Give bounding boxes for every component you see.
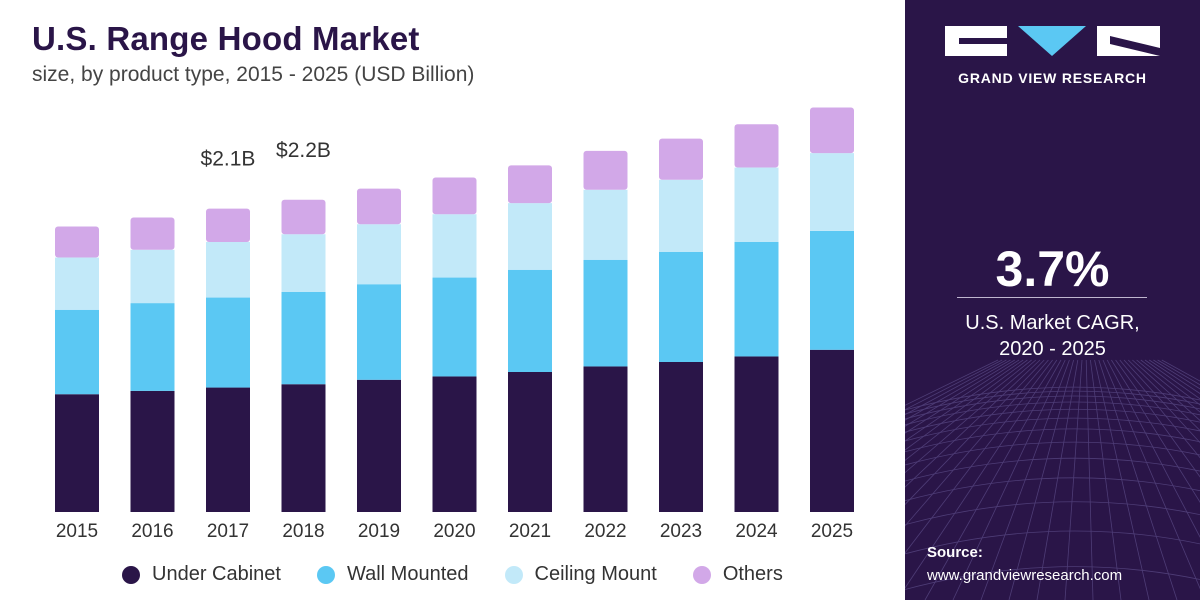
bar-under-cabinet-2020 (432, 376, 477, 512)
bar-ceiling-mount-2016 (130, 249, 175, 304)
cagr-label: U.S. Market CAGR, 2020 - 2025 (905, 310, 1200, 362)
bar-wall-mounted-2024 (734, 242, 779, 357)
bar-under-cabinet-2017 (206, 387, 250, 512)
bar-under-cabinet-2024 (734, 356, 779, 512)
legend-swatch-others (692, 565, 711, 584)
cagr-label-line1: U.S. Market CAGR, (965, 312, 1140, 334)
bar-under-cabinet-2016 (130, 390, 175, 512)
brand-name: GRAND VIEW RESEARCH (958, 70, 1147, 86)
bar-ceiling-mount-2019 (357, 224, 401, 285)
bar-ceiling-mount-2025 (810, 153, 854, 231)
bar-wall-mounted-2019 (357, 284, 401, 380)
bar-others-2016 (130, 217, 175, 250)
bar-wall-mounted-2015 (55, 309, 99, 395)
legend-swatch-under-cabinet (122, 565, 140, 584)
bar-wall-mounted-2016 (130, 303, 175, 391)
legend-item-under-cabinet: Under Cabinet (122, 563, 281, 586)
cagr-label-line2: 2020 - 2025 (999, 338, 1106, 360)
bar-ceiling-mount-2023 (659, 179, 703, 252)
bar-ceiling-mount-2022 (583, 189, 628, 260)
grid-lines (905, 359, 1200, 600)
legend-swatch-ceiling-mount (504, 565, 523, 584)
bar-wall-mounted-2025 (810, 230, 854, 350)
chart-subtitle: size, by product type, 2015 - 2025 (USD … (32, 63, 475, 86)
legend-item-wall-mounted: Wall Mounted (316, 563, 469, 586)
bar-others-2024 (734, 124, 779, 168)
legend-item-ceiling-mount: Ceiling Mount (504, 563, 657, 586)
data-label-2018: $2.2B (276, 139, 331, 162)
bar-ceiling-mount-2024 (734, 167, 779, 242)
x-tick-label-2024: 2024 (735, 521, 778, 542)
bar-ceiling-mount-2018 (281, 234, 326, 292)
side-panel: GRAND VIEW RESEARCH 3.7% U.S. Market CAG… (905, 0, 1200, 600)
bar-ceiling-mount-2017 (206, 242, 250, 298)
legend-label-wall-mounted: Wall Mounted (346, 563, 469, 585)
chart-title: U.S. Range Hood Market (32, 20, 420, 57)
bar-under-cabinet-2025 (810, 349, 854, 512)
x-tick-label-2016: 2016 (131, 521, 173, 542)
x-tick-label-2023: 2023 (660, 521, 702, 542)
bar-under-cabinet-2022 (583, 366, 628, 512)
bar-others-2015 (55, 226, 99, 258)
source-url[interactable]: www.grandviewresearch.com (927, 567, 1123, 584)
bar-under-cabinet-2019 (357, 379, 401, 512)
bar-under-cabinet-2018 (281, 384, 326, 512)
x-tick-label-2022: 2022 (584, 521, 626, 542)
x-tick-label-2020: 2020 (433, 521, 475, 542)
bar-others-2021 (508, 165, 552, 204)
bar-ceiling-mount-2021 (508, 203, 552, 270)
bar-under-cabinet-2015 (55, 394, 99, 512)
bar-others-2025 (810, 107, 854, 154)
bar-wall-mounted-2018 (281, 292, 326, 385)
bar-ceiling-mount-2020 (432, 214, 477, 278)
data-label-2017: $2.1B (201, 148, 256, 171)
bar-others-2022 (583, 150, 628, 190)
chart-area: U.S. Range Hood Market size, by product … (32, 20, 854, 586)
bar-wall-mounted-2020 (432, 277, 477, 377)
x-tick-label-2015: 2015 (56, 521, 98, 542)
bar-wall-mounted-2017 (206, 297, 250, 388)
legend-label-others: Others (722, 563, 783, 585)
chart-legend: Under Cabinet Wall Mounted Ceiling Mount Ot… (122, 563, 819, 586)
legend-swatch-wall-mounted (316, 565, 335, 584)
x-tick-label-2019: 2019 (358, 521, 400, 542)
x-tick-label-2025: 2025 (811, 521, 853, 542)
bar-under-cabinet-2021 (508, 372, 552, 512)
legend-label-ceiling-mount: Ceiling Mount (534, 563, 657, 585)
bar-others-2020 (432, 177, 477, 215)
bar-others-2019 (357, 188, 401, 225)
wireframe-grid-decoration (905, 359, 1200, 600)
bar-wall-mounted-2023 (659, 252, 703, 362)
legend-item-others: Others (692, 563, 783, 586)
bar-ceiling-mount-2015 (55, 257, 99, 310)
source-label: Source: (927, 544, 983, 561)
bar-wall-mounted-2021 (508, 269, 552, 372)
bar-wall-mounted-2022 (583, 259, 628, 367)
x-tick-label-2017: 2017 (207, 521, 249, 542)
cagr-value: 3.7% (995, 241, 1110, 297)
x-tick-label-2021: 2021 (509, 521, 551, 542)
bar-others-2018 (281, 199, 326, 235)
cagr-divider (957, 297, 1147, 298)
bar-others-2023 (659, 138, 703, 180)
bar-others-2017 (206, 208, 250, 242)
x-tick-label-2018: 2018 (282, 521, 324, 542)
legend-label-under-cabinet: Under Cabinet (152, 563, 281, 585)
grand-view-research-logo-icon (945, 26, 1160, 56)
bar-under-cabinet-2023 (659, 362, 703, 512)
stacked-bar-chart: 2015 2016 2017 2018 2019 2020 2021 2022 2023 2024… (55, 107, 854, 542)
